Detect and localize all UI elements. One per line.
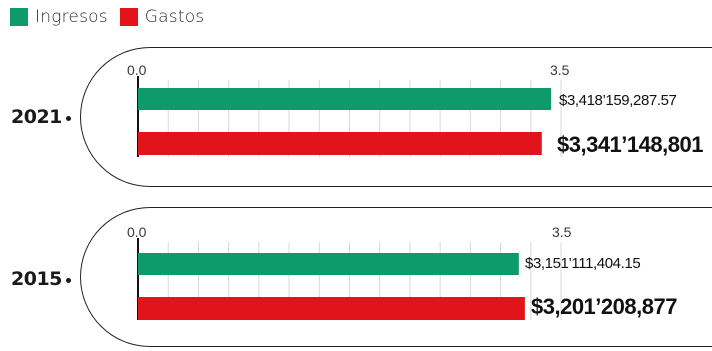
bar-2021-gastos [138,132,542,155]
legend-swatch-gastos [119,8,138,26]
legend-label-ingresos: Ingresos [35,7,108,27]
value-label-2015-gastos: $3,201’208,877 [531,294,677,319]
tick-label-end-2021: 3.5 [550,62,570,78]
tick-label-end-2015: 3.5 [552,224,572,240]
legend-swatch-ingresos [10,8,28,26]
year-label-2021: 2021 [11,106,62,128]
group-frame-2021 [80,47,712,187]
year-bullet-2021 [66,116,71,121]
legend-item-ingresos: Ingresos [10,7,108,27]
legend: Ingresos Gastos [10,6,204,28]
legend-label-gastos: Gastos [144,7,205,27]
year-label-2015: 2015 [11,268,62,290]
bar-2015-gastos [138,297,525,320]
value-label-2021-ingresos: $3,418’159,287.57 [559,92,677,109]
legend-item-gastos: Gastos [119,7,205,27]
bar-2015-ingresos [138,253,519,275]
value-label-2021-gastos: $3,341’148,801 [557,132,703,157]
bar-2021-ingresos [138,88,552,110]
tick-label-start-2015: 0.0 [127,224,147,240]
value-label-2015-ingresos: $3,151’111,404.15 [525,255,641,272]
year-bullet-2015 [66,278,71,283]
group-frame-2015 [80,207,712,347]
tick-label-start-2021: 0.0 [127,62,147,78]
